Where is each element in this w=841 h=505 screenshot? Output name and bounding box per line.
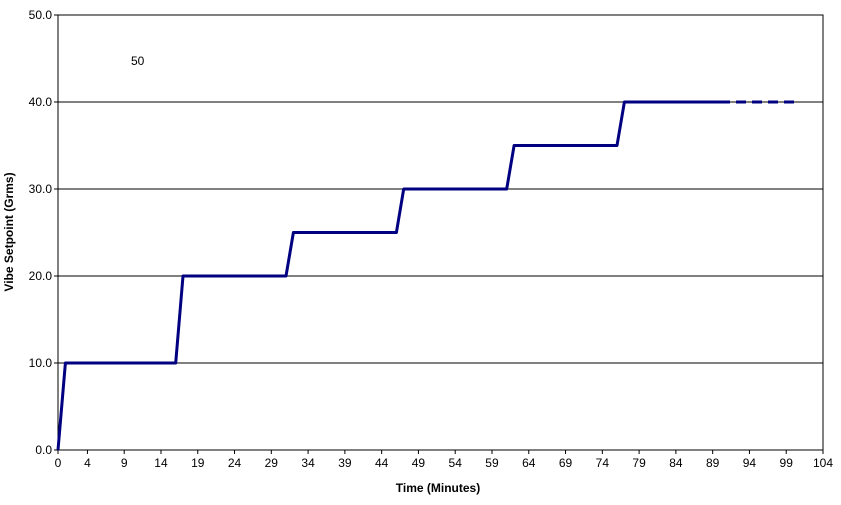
y-tick-label: 0.0 [35, 443, 52, 457]
x-tick-label: 104 [813, 456, 833, 470]
y-axis-ticks: 0.0 10.0 20.0 30.0 40.0 50.0 [29, 8, 58, 457]
chart-annotation: 50 [131, 54, 145, 68]
x-tick-label: 64 [522, 456, 536, 470]
x-tick-label: 29 [265, 456, 279, 470]
series-layer [56, 100, 798, 451]
x-tick-label: 54 [449, 456, 463, 470]
x-tick-label: 24 [228, 456, 242, 470]
x-tick-label: 79 [632, 456, 646, 470]
x-tick-label: 39 [338, 456, 352, 470]
y-tick-label: 40.0 [29, 95, 53, 109]
x-tick-label: 0 [55, 456, 62, 470]
x-tick-label: 99 [780, 456, 794, 470]
x-tick-label: 4 [84, 456, 91, 470]
x-tick-label: 59 [485, 456, 499, 470]
x-tick-label: 69 [559, 456, 573, 470]
x-tick-label: 49 [412, 456, 426, 470]
x-tick-label: 94 [743, 456, 757, 470]
y-tick-label: 30.0 [29, 182, 53, 196]
y-tick-label: 20.0 [29, 269, 53, 283]
x-tick-label: 9 [121, 456, 128, 470]
y-tick-label: 50.0 [29, 8, 53, 22]
series-line-solid [56, 100, 720, 451]
x-axis-title: Time (Minutes) [396, 481, 480, 495]
x-tick-label: 84 [669, 456, 683, 470]
x-tick-label: 14 [154, 456, 168, 470]
plot-area [57, 14, 824, 451]
x-tick-label: 19 [191, 456, 205, 470]
y-axis-title: Vibe Setpoint (Grms) [2, 172, 16, 291]
y-tick-label: 10.0 [29, 356, 53, 370]
x-axis-ticks: 0 4 9 14 19 24 29 34 39 44 49 54 59 64 69 74 79 84 89 94 99 1… [55, 450, 833, 470]
x-tick-label: 74 [596, 456, 610, 470]
x-tick-label: 44 [375, 456, 389, 470]
x-tick-label: 89 [706, 456, 720, 470]
x-tick-label: 34 [301, 456, 315, 470]
